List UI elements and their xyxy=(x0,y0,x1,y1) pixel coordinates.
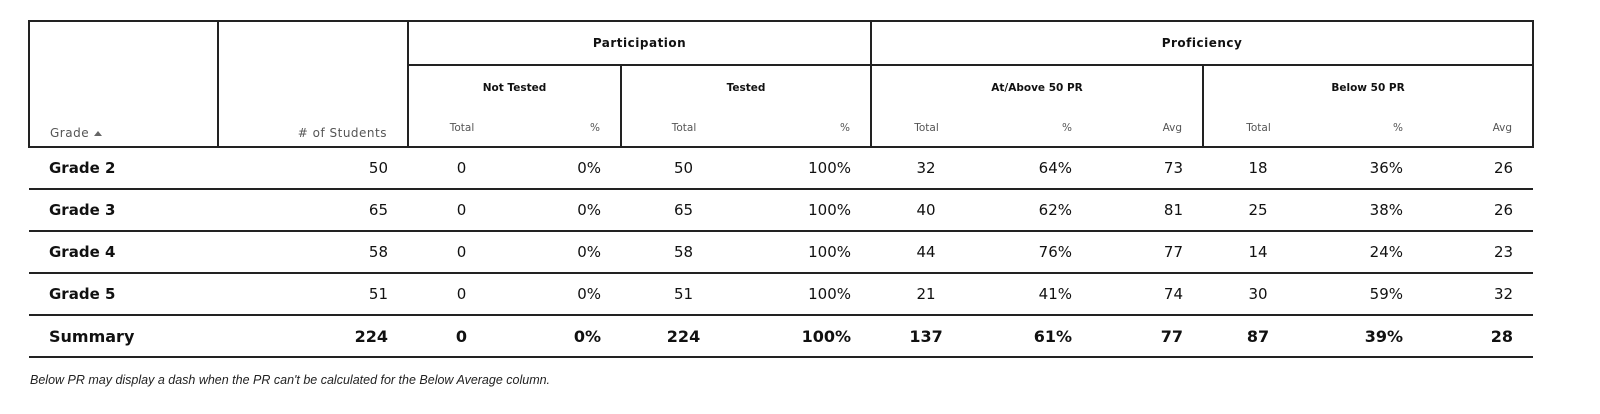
cell: 61% xyxy=(981,315,1093,358)
cell: 224 xyxy=(218,315,408,358)
group-header: Proficiency xyxy=(870,20,1535,66)
cell: 81 xyxy=(1092,189,1204,232)
students-header: # of Students xyxy=(217,20,409,148)
cell: 0% xyxy=(515,147,621,190)
cell: 137 xyxy=(871,315,982,358)
cell: 23 xyxy=(1423,231,1534,274)
cell: 77 xyxy=(1092,231,1204,274)
grade-label: Grade xyxy=(50,126,90,140)
cell: 59% xyxy=(1313,273,1424,316)
row-label: Grade 2 xyxy=(29,147,218,190)
column-header: Total xyxy=(620,110,746,148)
cell: 0 xyxy=(408,315,515,358)
subgroup-header: Not Tested xyxy=(407,64,622,110)
cell: 26 xyxy=(1423,147,1534,190)
column-header: % xyxy=(981,110,1093,148)
cell: 0 xyxy=(408,189,515,232)
cell: 0 xyxy=(408,273,515,316)
group-header: Participation xyxy=(406,20,873,66)
cell: 0% xyxy=(515,273,621,316)
cell: 50 xyxy=(218,147,408,190)
column-header: % xyxy=(1313,110,1424,148)
subgroup-header: Tested xyxy=(619,64,873,110)
column-header: Total xyxy=(1202,110,1314,148)
cell: 28 xyxy=(1423,315,1534,358)
cell: 0% xyxy=(515,315,621,358)
cell: 44 xyxy=(871,231,982,274)
cell: 100% xyxy=(746,315,872,358)
column-header: % xyxy=(746,110,873,148)
cell: 39% xyxy=(1313,315,1424,358)
sort-icon xyxy=(94,131,103,136)
cell: 25 xyxy=(1203,189,1314,232)
row-label: Grade 4 xyxy=(29,231,218,274)
cell: 64% xyxy=(981,147,1093,190)
subgroup-header: Below 50 PR xyxy=(1202,64,1535,110)
cell: 51 xyxy=(621,273,746,316)
cell: 50 xyxy=(621,147,746,190)
cell: 100% xyxy=(746,231,872,274)
table-row: Grade 5 51 0 0% 51 100% 21 41% 74 30 59% 32 xyxy=(29,273,1534,316)
column-header-row: Total% Total% Total% Avg Total% Avg xyxy=(29,110,1535,148)
table-row: Grade 2 50 0 0% 50 100% 32 64% 73 18 36% 26 xyxy=(29,147,1534,190)
cell: 24% xyxy=(1313,231,1424,274)
column-header: Avg xyxy=(1423,110,1535,148)
cell: 0% xyxy=(515,231,621,274)
cell: 58 xyxy=(218,231,408,274)
cell: 73 xyxy=(1092,147,1204,190)
row-label: Grade 3 xyxy=(29,189,218,232)
cell: 14 xyxy=(1203,231,1314,274)
cell: 74 xyxy=(1092,273,1204,316)
footnote: Below PR may display a dash when the PR … xyxy=(30,373,551,387)
table-row: Grade 4 58 0 0% 58 100% 44 76% 77 14 24% 23 xyxy=(29,231,1534,274)
cell: 100% xyxy=(746,189,872,232)
row-label: Summary xyxy=(29,315,218,358)
cell: 58 xyxy=(621,231,746,274)
cell: 65 xyxy=(621,189,746,232)
table-row: Summary 224 0 0% 224 100% 137 61% 77 87 39% 28 xyxy=(29,315,1534,358)
column-header: Total xyxy=(407,110,515,148)
table-row: Grade 3 65 0 0% 65 100% 40 62% 81 25 38% 26 xyxy=(29,189,1534,232)
cell: 32 xyxy=(871,147,982,190)
row-label: Grade 5 xyxy=(29,273,218,316)
cell: 224 xyxy=(621,315,746,358)
cell: 26 xyxy=(1423,189,1534,232)
cell: 100% xyxy=(746,273,872,316)
column-header: % xyxy=(515,110,622,148)
cell: 21 xyxy=(871,273,982,316)
cell: 77 xyxy=(1092,315,1204,358)
subgroup-header: At/Above 50 PR xyxy=(870,64,1205,110)
table-header: Grade # of Students Participation Profic… xyxy=(28,20,1535,148)
cell: 18 xyxy=(1203,147,1314,190)
column-header: Total xyxy=(870,110,982,148)
cell: 0% xyxy=(515,189,621,232)
cell: 100% xyxy=(746,147,872,190)
cell: 40 xyxy=(871,189,982,232)
cell: 62% xyxy=(981,189,1093,232)
cell: 38% xyxy=(1313,189,1424,232)
cell: 87 xyxy=(1203,315,1314,358)
cell: 36% xyxy=(1313,147,1424,190)
cell: 41% xyxy=(981,273,1093,316)
cell: 76% xyxy=(981,231,1093,274)
cell: 51 xyxy=(218,273,408,316)
cell: 65 xyxy=(218,189,408,232)
cell: 0 xyxy=(408,231,515,274)
cell: 32 xyxy=(1423,273,1534,316)
grade-header[interactable]: Grade xyxy=(28,20,219,148)
cell: 0 xyxy=(408,147,515,190)
column-header: Avg xyxy=(1092,110,1205,148)
results-table: Grade # of Students Participation Profic… xyxy=(28,20,1535,358)
cell: 30 xyxy=(1203,273,1314,316)
